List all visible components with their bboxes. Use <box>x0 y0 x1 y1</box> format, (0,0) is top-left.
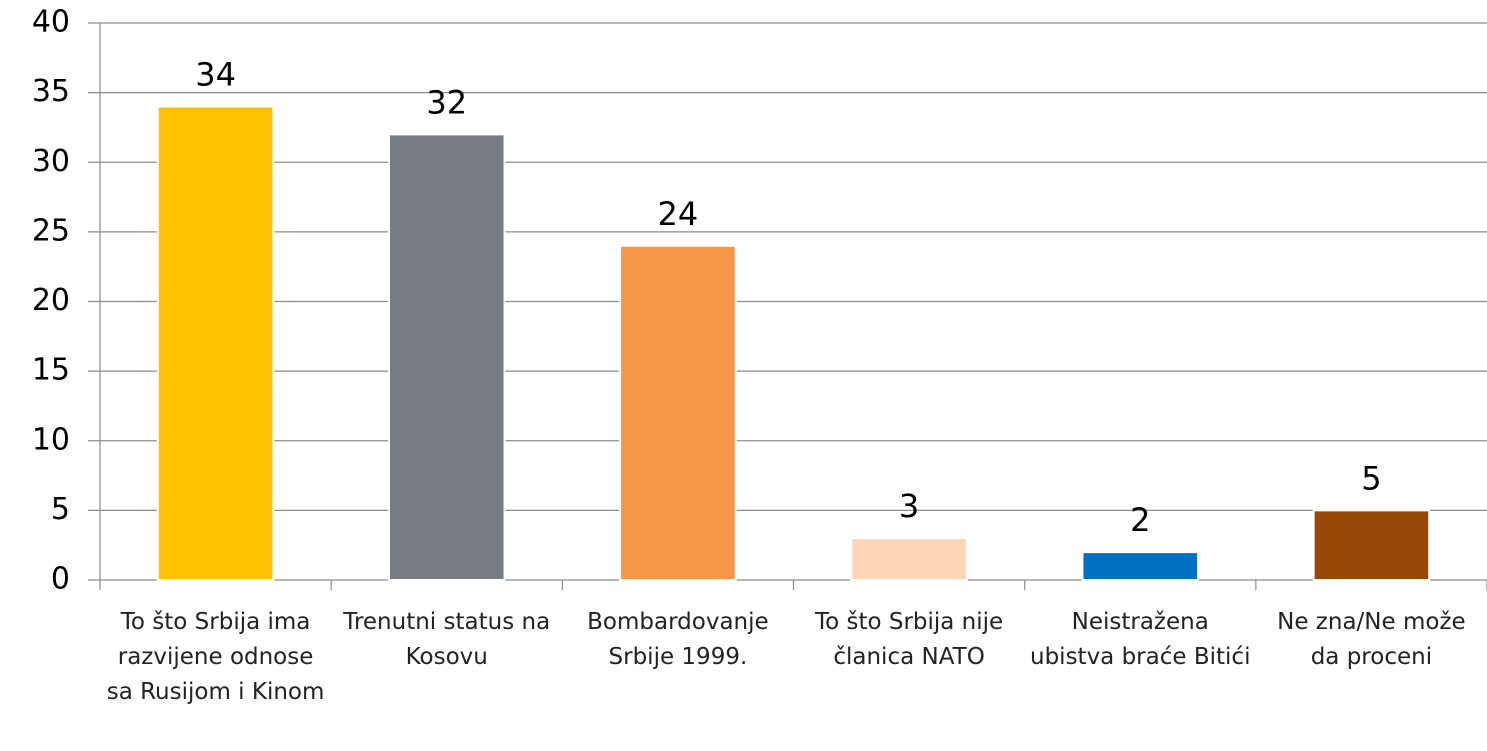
bar <box>156 105 275 582</box>
data-label: 2 <box>1130 501 1150 539</box>
bar <box>387 133 506 581</box>
x-tick-label: Trenutni status na Kosovu <box>343 609 551 670</box>
x-tick-label: Neistražena ubistva braće Bitići <box>1030 609 1251 670</box>
data-label: 24 <box>658 195 699 233</box>
x-tick-label: Ne zna/Ne može da proceni <box>1277 609 1466 670</box>
bar <box>619 244 737 582</box>
x-tick-label: To što Srbija nije članica NATO <box>814 609 1004 670</box>
data-label: 32 <box>426 83 467 121</box>
y-tick-label: 15 <box>32 353 70 388</box>
x-tick-label: Bombardovanje Srbije 1999. <box>587 609 769 670</box>
y-tick-label: 40 <box>32 5 70 40</box>
y-tick-label: 0 <box>51 562 70 597</box>
bar <box>1081 551 1200 582</box>
data-label: 5 <box>1361 459 1381 497</box>
bar <box>1312 509 1431 581</box>
y-tick-label: 30 <box>32 144 70 179</box>
y-tick-label: 20 <box>32 283 70 318</box>
y-tick-label: 25 <box>32 213 70 248</box>
y-tick-label: 5 <box>51 492 70 527</box>
y-tick-label: 10 <box>32 422 70 457</box>
y-tick-label: 35 <box>32 74 70 109</box>
x-tick-label: To što Srbija ima razvijene odnose sa Ru… <box>106 609 325 705</box>
data-label: 34 <box>195 56 236 94</box>
bar <box>850 537 968 581</box>
data-label: 3 <box>899 487 919 525</box>
